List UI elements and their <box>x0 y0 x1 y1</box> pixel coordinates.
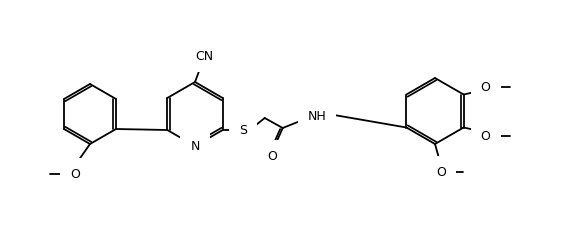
Text: NH: NH <box>308 110 327 123</box>
Text: N: N <box>191 140 200 153</box>
Text: O: O <box>267 150 277 163</box>
Text: O: O <box>436 166 446 179</box>
Text: O: O <box>481 129 491 142</box>
Text: CN: CN <box>195 49 213 62</box>
Text: S: S <box>239 124 247 137</box>
Text: O: O <box>70 168 80 181</box>
Text: O: O <box>481 81 491 94</box>
